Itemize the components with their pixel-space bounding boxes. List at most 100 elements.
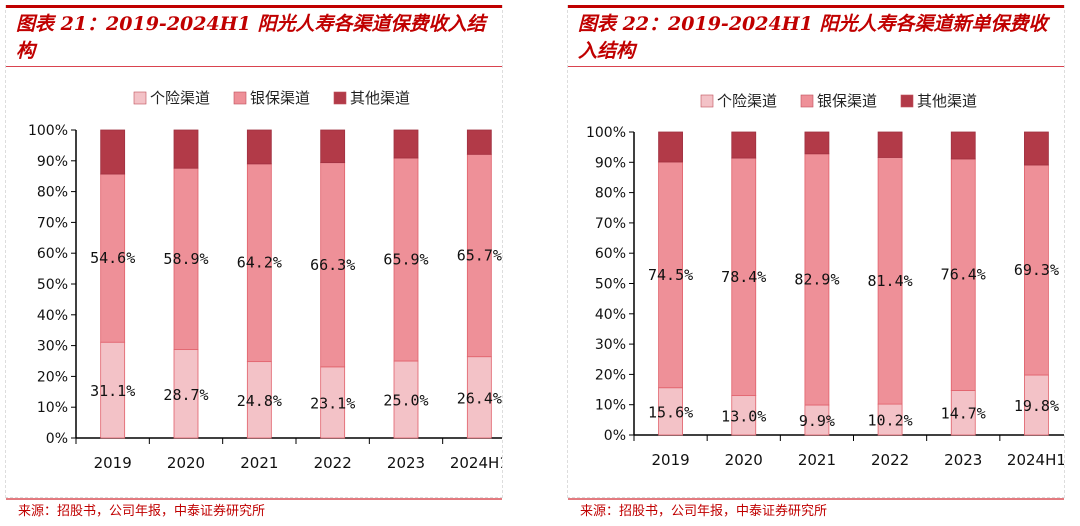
data-label: 66.3% [310, 256, 355, 274]
y-tick-label: 20% [37, 369, 68, 385]
y-tick-label: 60% [595, 246, 626, 262]
x-tick-label: 2024H1 [1007, 451, 1064, 469]
bar-segment [393, 360, 419, 439]
divider [6, 5, 502, 8]
y-tick-label: 90% [595, 155, 626, 171]
legend-swatch [800, 94, 814, 108]
y-tick-label: 50% [37, 277, 68, 293]
data-label: 23.1% [310, 394, 355, 412]
data-label: 54.6% [90, 249, 135, 267]
y-tick-label: 60% [37, 246, 68, 262]
bar-segment [100, 341, 126, 439]
legend-swatch [700, 94, 714, 108]
y-tick-label: 30% [37, 339, 68, 355]
bar-segment [173, 167, 199, 351]
x-tick-label: 2022 [314, 454, 352, 472]
y-tick-label: 10% [595, 398, 626, 414]
x-tick-label: 2023 [387, 454, 425, 472]
data-label: 14.7% [941, 405, 986, 423]
bar-segment [731, 395, 757, 436]
y-tick-label: 80% [37, 185, 68, 201]
legend-swatch [900, 94, 914, 108]
divider [568, 5, 1064, 8]
bar-segment [804, 153, 830, 406]
bar-segment [658, 131, 683, 163]
legend-swatch [333, 91, 347, 105]
bar-segment [466, 153, 492, 358]
data-label: 65.7% [457, 247, 502, 265]
bar-segment [1024, 374, 1049, 436]
legend-label: 银保渠道 [250, 89, 310, 107]
legend-swatch [133, 91, 147, 105]
source-note: 来源：招股书，公司年报，中泰证券研究所 [18, 504, 266, 519]
bar-segment [731, 131, 757, 159]
bar-segment [100, 129, 126, 175]
data-label: 65.9% [383, 251, 428, 269]
bar-segment [393, 129, 419, 159]
y-tick-label: 100% [586, 125, 626, 141]
data-label: 74.5% [648, 266, 693, 284]
bar-segment [804, 404, 830, 436]
legend-label: 个险渠道 [717, 92, 777, 110]
data-label: 58.9% [163, 250, 208, 268]
bar-segment [804, 131, 830, 155]
bar-segment [320, 129, 346, 164]
y-tick-label: 80% [595, 186, 626, 202]
y-tick-label: 40% [595, 307, 626, 323]
x-tick-label: 2020 [725, 451, 763, 469]
y-tick-label: 30% [595, 337, 626, 353]
bar-segment [1024, 131, 1049, 166]
y-tick-label: 40% [37, 308, 68, 324]
x-tick-label: 2021 [798, 451, 836, 469]
bar-segment [658, 161, 683, 389]
data-label: 64.2% [237, 254, 282, 272]
data-label: 10.2% [868, 412, 913, 430]
chart-panel-21: 图表 21：2019-2024H1 阳光人寿各渠道保费收入结构 个险渠道 银保渠道… [5, 5, 503, 519]
y-tick-label: 70% [37, 215, 68, 231]
legend-label: 其他渠道 [350, 89, 410, 107]
divider [6, 66, 502, 67]
divider [6, 498, 502, 500]
divider [568, 498, 1064, 500]
legend-label: 其他渠道 [917, 92, 977, 110]
data-label: 31.1% [90, 382, 135, 400]
x-tick-label: 2019 [94, 454, 132, 472]
legend-label: 银保渠道 [817, 92, 877, 110]
bar-segment [173, 129, 199, 169]
data-label: 26.4% [457, 389, 502, 407]
y-tick-label: 70% [595, 216, 626, 232]
y-tick-label: 50% [595, 277, 626, 293]
x-tick-label: 2022 [871, 451, 909, 469]
data-label: 28.7% [163, 386, 208, 404]
y-tick-label: 0% [46, 431, 68, 447]
source-note: 来源：招股书，公司年报，中泰证券研究所 [580, 504, 828, 519]
data-label: 82.9% [794, 270, 839, 288]
bar-segment [950, 390, 976, 436]
data-label: 9.9% [799, 412, 835, 430]
chart-21: 个险渠道 银保渠道 其他渠道 0% 10% 20% 30% 40% 50% 60% 70% 80% 90… [28, 89, 502, 472]
bar-segment [320, 366, 346, 439]
bar-segment [246, 129, 272, 165]
bar-segment [877, 131, 903, 158]
bar-segment [731, 157, 757, 397]
chart-22: 个险渠道 银保渠道 其他渠道 0% 10% 20% 30% 40% 50% 60% 70% 80% 90… [586, 92, 1064, 469]
chart-panel-22: 图表 22：2019-2024H1 阳光人寿各渠道新单保费收入结构 个险渠道 银保… [567, 5, 1065, 519]
bar-segment [173, 349, 199, 439]
bar-segment [393, 157, 419, 362]
x-tick-label: 2021 [240, 454, 278, 472]
chart-title: 图表 22：2019-2024H1 阳光人寿各渠道新单保费收入结构 [578, 13, 1048, 62]
bar-segment [950, 131, 976, 160]
x-tick-label: 2020 [167, 454, 205, 472]
bar-segment [246, 361, 272, 439]
bar-segment [877, 403, 903, 436]
y-tick-label: 90% [37, 154, 68, 170]
data-label: 19.8% [1014, 397, 1059, 415]
chart-title: 图表 21：2019-2024H1 阳光人寿各渠道保费收入结构 [16, 13, 486, 62]
bar-segment [100, 173, 126, 343]
y-tick-label: 100% [28, 123, 68, 139]
divider [568, 66, 1064, 67]
bar-segment [466, 129, 492, 155]
x-tick-label: 2023 [944, 451, 982, 469]
x-tick-label: 2024H1 [450, 454, 502, 472]
y-tick-label: 0% [604, 428, 626, 444]
